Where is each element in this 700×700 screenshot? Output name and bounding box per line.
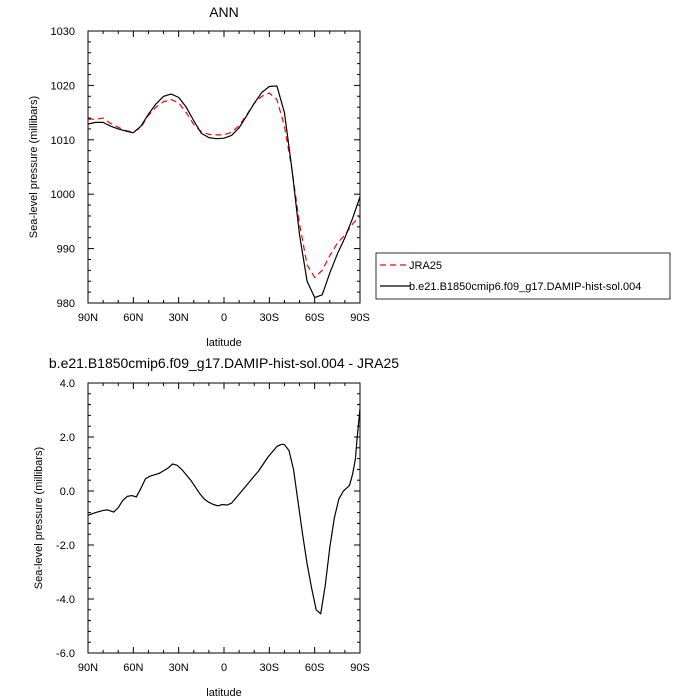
bottom-series [87, 408, 361, 615]
top-y-tick-label: 1010 [51, 135, 75, 147]
bottom-y-axis-title: Sea-level pressure (millibars) [33, 447, 45, 589]
bottom-x-tick-label: 0 [221, 662, 227, 674]
bottom-y-tick-label: -4.0 [56, 594, 75, 606]
bottom-x-tick-label: 60N [123, 662, 143, 674]
bottom-x-tick-label: 30N [169, 662, 189, 674]
bottom-y-tick-label: 2.0 [60, 432, 75, 444]
bottom-panel: b.e21.B1850cmip6.f09_g17.DAMIP-hist-sol.… [33, 355, 399, 699]
bottom-plot-frame [87, 382, 361, 654]
top-x-tick-label: 30N [169, 312, 189, 324]
legend: JRA25 b.e21.B1850cmip6.f09_g17.DAMIP-his… [375, 252, 671, 300]
top-chart-title: ANN [209, 4, 239, 20]
bottom-chart-title: b.e21.B1850cmip6.f09_g17.DAMIP-hist-sol.… [49, 355, 399, 371]
bottom-x-axis-title: latitude [206, 687, 241, 699]
top-x-tick-label: 90N [78, 312, 98, 324]
bottom-x-tick-label: 90N [78, 662, 98, 674]
bottom-y-tick-label: 0.0 [60, 486, 75, 498]
top-x-axis-title: latitude [206, 337, 241, 349]
top-x-tick-label: 60S [305, 312, 325, 324]
legend-label-jra25: JRA25 [409, 260, 442, 272]
top-y-axis-title: Sea-level pressure (millibars) [28, 96, 40, 238]
bottom-x-tick-label: 30S [260, 662, 280, 674]
bottom-y-tick-label: -2.0 [56, 540, 75, 552]
top-x-tick-label: 90S [350, 312, 370, 324]
top-panel: ANN 90N 60N 30N 0 30S 60S 90S 980 990 1000 1010 102… [28, 4, 370, 349]
top-x-tick-label: 30S [260, 312, 280, 324]
bottom-x-tick-label: 90S [350, 662, 370, 674]
bottom-x-tick-label: 60S [305, 662, 325, 674]
top-y-tick-label: 1020 [51, 80, 75, 92]
top-x-tick-label: 60N [123, 312, 143, 324]
top-y-tick-label: 990 [57, 244, 75, 256]
top-series-line-1 [87, 85, 361, 299]
bottom-ticks: 90N 60N 30N 0 30S 60S 90S -6.0 -4.0 -2.0 0.0 2.0 4.0 [56, 378, 370, 674]
bottom-y-tick-label: 4.0 [60, 378, 75, 390]
top-y-tick-label: 1030 [51, 26, 75, 38]
top-ticks: 90N 60N 30N 0 30S 60S 90S 980 990 1000 1010 1020 103… [51, 26, 370, 324]
top-series-line-0 [88, 92, 361, 279]
legend-box [375, 252, 671, 300]
top-y-tick-label: 980 [57, 298, 75, 310]
top-y-tick-label: 1000 [51, 189, 75, 201]
bottom-series-line-0 [87, 408, 361, 615]
top-plot-frame [87, 30, 361, 304]
legend-label-model: b.e21.B1850cmip6.f09_g17.DAMIP-hist-sol.… [409, 281, 641, 293]
top-x-tick-label: 0 [221, 312, 227, 324]
top-series [87, 85, 361, 299]
bottom-y-tick-label: -6.0 [56, 648, 75, 660]
